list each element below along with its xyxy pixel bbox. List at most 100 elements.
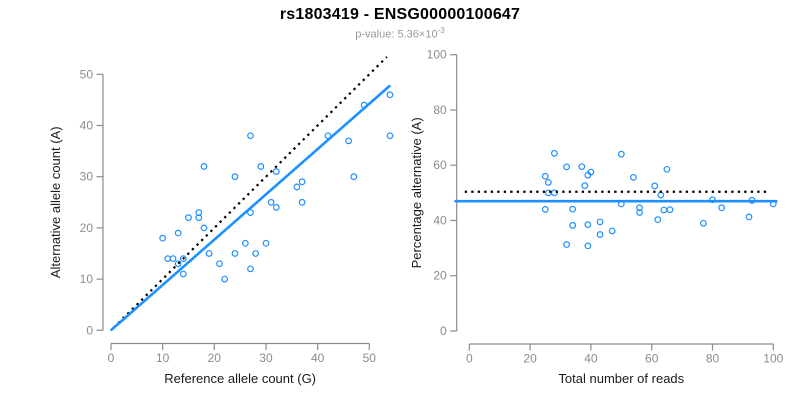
- right-x-tick-label: 40: [584, 352, 598, 366]
- left-scatter-point: [200, 224, 208, 232]
- right-x-tick-label: 80: [706, 352, 720, 366]
- left-x-tick-label: 40: [311, 351, 325, 365]
- left-y-tick-label: 20: [80, 221, 94, 235]
- left-y-tick-label: 50: [80, 67, 94, 81]
- right-scatter-point: [651, 182, 659, 190]
- right-scatter-point: [660, 206, 668, 214]
- left-y-tick-label: 0: [86, 323, 93, 337]
- right-x-axis-title: Total number of reads: [558, 371, 684, 386]
- right-scatter-point: [587, 168, 595, 176]
- left-scatter-point: [174, 260, 182, 268]
- left-scatter-point: [386, 132, 394, 140]
- p-value-prefix: p-value:: [355, 28, 398, 41]
- right-scatter-point: [563, 163, 570, 171]
- right-scatter-point: [630, 173, 637, 181]
- right-x-tick-label: 100: [763, 352, 783, 366]
- left-scatter-point: [272, 168, 280, 175]
- left-scatter-point: [252, 250, 260, 257]
- right-scatter-point: [551, 149, 558, 157]
- right-y-axis-title: Percentage alternative (A): [409, 117, 424, 268]
- right-scatter-point: [569, 222, 577, 229]
- p-value-exponent: -3: [437, 26, 445, 35]
- right-scatter-point: [654, 216, 662, 224]
- right-scatter-point: [718, 204, 726, 212]
- left-scatter-point: [231, 250, 239, 257]
- right-scatter-point: [709, 196, 716, 204]
- right-scatter-point: [596, 218, 604, 226]
- right-scatter-point: [569, 205, 577, 213]
- left-scatter-point: [195, 209, 203, 216]
- right-scatter-point: [596, 231, 604, 238]
- left-scatter-point: [345, 137, 353, 145]
- left-scatter-point: [298, 198, 306, 206]
- right-x-tick-label: 20: [523, 352, 537, 366]
- right-scatter-point: [636, 209, 643, 216]
- right-scatter-point: [657, 191, 665, 199]
- p-value-times-ten: ×10: [418, 28, 438, 41]
- left-y-tick-label: 30: [80, 170, 94, 184]
- left-x-tick-label: 20: [208, 351, 222, 365]
- left-y-tick-label: 10: [80, 272, 94, 286]
- left-x-tick-label: 30: [259, 351, 273, 365]
- left-scatter-point: [221, 275, 229, 283]
- right-scatter-point: [663, 165, 671, 173]
- left-scatter-point: [257, 163, 265, 170]
- right-scatter-point: [541, 172, 549, 180]
- left-scatter-point: [241, 239, 249, 247]
- right-scatter-point: [544, 178, 552, 186]
- p-value-label: p-value: 5.36×10-3: [0, 26, 800, 41]
- left-x-axis-title: Reference allele count (G): [164, 371, 316, 386]
- right-scatter-point: [551, 189, 558, 197]
- right-scatter-point: [608, 227, 616, 235]
- figure-header: rs1803419 - ENSG00000100647 p-value: 5.3…: [0, 0, 800, 41]
- left-scatter-point: [231, 173, 239, 181]
- left-scatter-point: [298, 178, 306, 186]
- right-scatter-point: [699, 219, 707, 227]
- right-scatter-point: [541, 206, 549, 213]
- right-scatter-point: [584, 242, 592, 250]
- left-identity-line: [112, 56, 388, 329]
- right-y-tick-label: 20: [433, 269, 447, 283]
- right-scatter-point: [617, 150, 625, 158]
- right-scatter-point: [563, 241, 570, 248]
- right-y-tick-label: 0: [440, 324, 447, 338]
- right-y-tick-label: 100: [427, 48, 447, 62]
- left-scatter-point: [247, 265, 254, 273]
- right-y-tick-label: 40: [433, 213, 447, 227]
- left-scatter-point: [386, 91, 394, 99]
- left-scatter-point: [205, 250, 213, 257]
- left-scatter-point: [179, 270, 187, 278]
- left-scatter-point: [185, 214, 192, 222]
- left-x-tick-label: 10: [156, 351, 170, 365]
- left-scatter-point: [179, 255, 187, 263]
- left-scatter-point: [350, 173, 358, 181]
- left-scatter-point: [200, 163, 208, 170]
- left-y-axis-title: Alternative allele count (A): [48, 126, 63, 278]
- left-x-tick-label: 50: [363, 351, 377, 365]
- right-y-tick-label: 80: [433, 103, 447, 117]
- right-scatter-point: [584, 221, 592, 229]
- left-y-tick-label: 40: [80, 119, 94, 133]
- page-title: rs1803419 - ENSG00000100647: [279, 6, 521, 23]
- left-scatter-point: [267, 198, 275, 206]
- left-fit-line: [110, 84, 391, 332]
- right-scatter-point: [666, 206, 674, 214]
- left-x-tick-label: 0: [108, 351, 115, 365]
- right-scatter-point: [578, 163, 586, 171]
- left-scatter-point: [169, 255, 177, 263]
- left-scatter-point: [262, 239, 270, 247]
- p-value-mantissa: 5.36: [397, 28, 419, 41]
- left-scatter-point: [159, 234, 167, 242]
- left-scatter-point: [247, 132, 254, 140]
- right-x-tick-label: 60: [645, 352, 659, 366]
- right-scatter-point: [745, 213, 753, 221]
- right-y-tick-label: 60: [433, 158, 447, 172]
- right-x-tick-label: 0: [466, 352, 473, 366]
- left-scatter-point: [216, 260, 223, 268]
- left-scatter-point: [272, 204, 280, 211]
- right-scatter-point: [581, 182, 589, 190]
- left-scatter-point: [174, 229, 182, 237]
- right-scatter-point: [636, 204, 643, 212]
- left-scatter-point: [293, 183, 301, 191]
